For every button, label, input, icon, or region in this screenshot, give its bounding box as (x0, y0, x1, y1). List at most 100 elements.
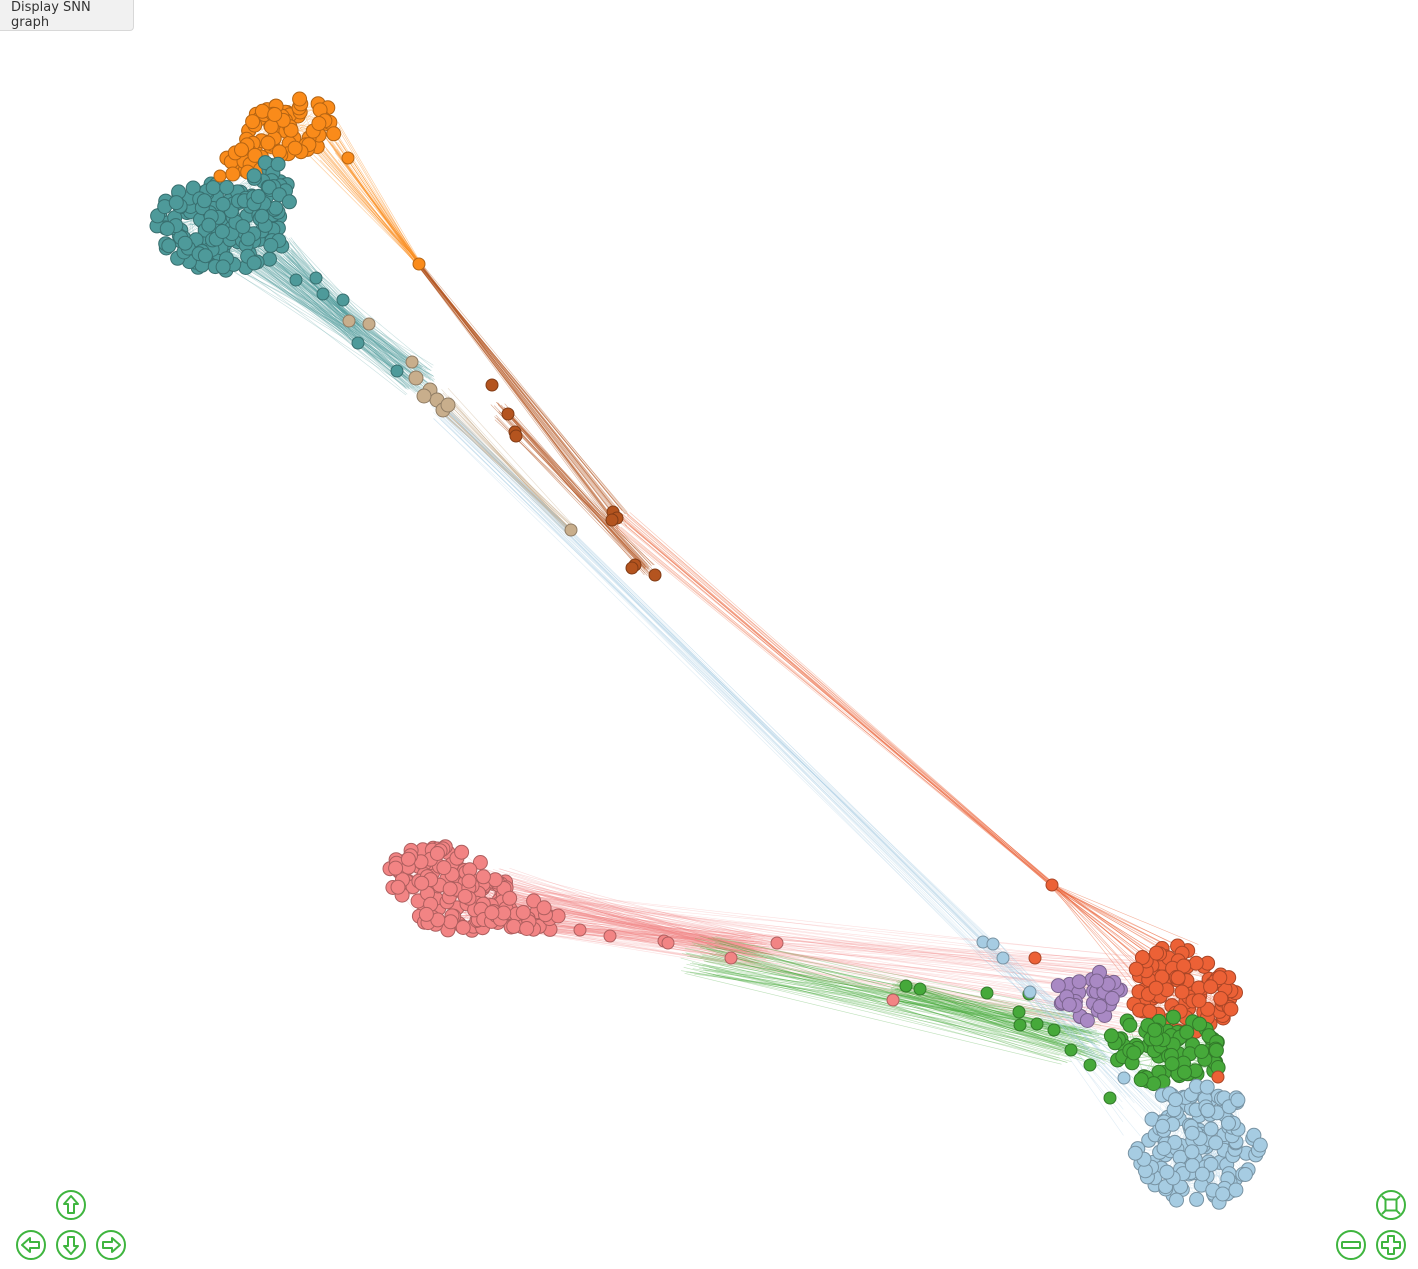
graph-edge (244, 253, 414, 368)
graph-node (263, 237, 279, 253)
graph-edge (702, 967, 1070, 1048)
graph-edge (469, 866, 768, 955)
graph-edge (621, 515, 1052, 887)
graph-node (436, 860, 452, 876)
graph-edge (449, 399, 573, 534)
graph-edge (713, 938, 1065, 1048)
graph-node (342, 314, 356, 328)
zoom-extent-button[interactable] (1375, 1189, 1407, 1221)
graph-edge (626, 515, 1053, 888)
graph-edge (508, 910, 1169, 982)
graph-node (1089, 973, 1105, 989)
pan-up-button[interactable] (55, 1189, 87, 1221)
graph-edge (616, 524, 1055, 885)
graph-node (442, 881, 458, 897)
graph-edge (237, 261, 415, 370)
graph-node (1194, 1044, 1210, 1059)
graph-edge (1050, 883, 1146, 971)
pan-left-button[interactable] (15, 1229, 47, 1261)
graph-edge (273, 252, 356, 327)
graph-node (408, 370, 424, 386)
graph-edge (615, 526, 1052, 885)
graph-edge (417, 265, 616, 517)
graph-edge (291, 250, 354, 323)
graph-edge (896, 982, 1115, 1060)
graph-node (625, 561, 639, 575)
graph-edge (504, 898, 1167, 1037)
graph-edge (986, 949, 1131, 1098)
graph-edge (504, 895, 1144, 1038)
graph-edge (338, 126, 420, 265)
graph-edge (716, 973, 1081, 1053)
graph-node (573, 923, 587, 937)
graph-edge (620, 518, 1054, 884)
graph-edge (441, 405, 986, 944)
graph-node (205, 180, 221, 196)
graph-node (1061, 997, 1077, 1012)
graph-edge (221, 264, 408, 376)
graph-node (457, 888, 473, 904)
graph-edge (694, 973, 1061, 1023)
graph-edge (506, 410, 646, 566)
graph-edge (420, 263, 619, 525)
graph-edge (217, 255, 421, 386)
graph-edge (494, 416, 646, 569)
graph-edge (1052, 886, 1155, 952)
graph-node (899, 979, 913, 993)
graph-edge (430, 402, 983, 959)
graph-edge (708, 966, 1060, 1056)
graph-edge (626, 522, 1055, 884)
graph-edge (419, 265, 627, 515)
graph-edge (496, 874, 774, 938)
graph-edge (520, 902, 1160, 1023)
graph-edge (505, 888, 764, 952)
graph-edge (307, 135, 419, 263)
graph-edge (711, 954, 1065, 1033)
graph-node (405, 355, 419, 369)
graph-node (429, 846, 445, 861)
zoom-in-button[interactable] (1375, 1229, 1407, 1261)
graph-edge (429, 401, 982, 955)
graph-edge (691, 942, 1063, 1020)
graph-edge (245, 238, 435, 392)
graph-edge (241, 247, 415, 384)
graph-edge (466, 885, 769, 942)
pan-right-button[interactable] (95, 1229, 127, 1261)
graph-node (1133, 1072, 1149, 1088)
graph-node (454, 844, 470, 860)
pan-down-button[interactable] (55, 1229, 87, 1261)
graph-edge (997, 941, 1157, 1111)
graph-edge (430, 398, 573, 528)
graph-node (1184, 1125, 1200, 1141)
graph-edge (501, 886, 752, 938)
graph-edge (217, 258, 434, 376)
zoom-out-button[interactable] (1335, 1229, 1367, 1261)
graph-node (234, 142, 249, 158)
graph-edge (1051, 883, 1145, 985)
graph-node (271, 144, 287, 160)
graph-edge (445, 408, 569, 528)
graph-edge (416, 263, 615, 521)
graph-edge (513, 929, 1161, 974)
graph-node (661, 936, 675, 950)
graph-edge (416, 264, 615, 520)
graph-edge (219, 261, 410, 389)
graph-edge (995, 953, 1152, 1116)
graph-node (461, 873, 477, 889)
graph-edge (446, 409, 989, 948)
graph-edge (435, 405, 574, 532)
graph-node (1155, 1118, 1170, 1134)
graph-edge (334, 152, 421, 266)
graph-node (196, 193, 212, 209)
display-snn-graph-button[interactable]: Display SNN graph (0, 0, 134, 31)
graph-edge (904, 992, 1118, 1064)
graph-edge (899, 981, 1098, 1042)
graph-edge (483, 879, 768, 959)
graph-edge (417, 265, 620, 528)
graph-edge (1050, 883, 1182, 948)
graph-node (390, 364, 404, 378)
graph-edge (896, 988, 1100, 1037)
graph-node (502, 890, 518, 906)
graph-edge (991, 946, 1146, 1123)
